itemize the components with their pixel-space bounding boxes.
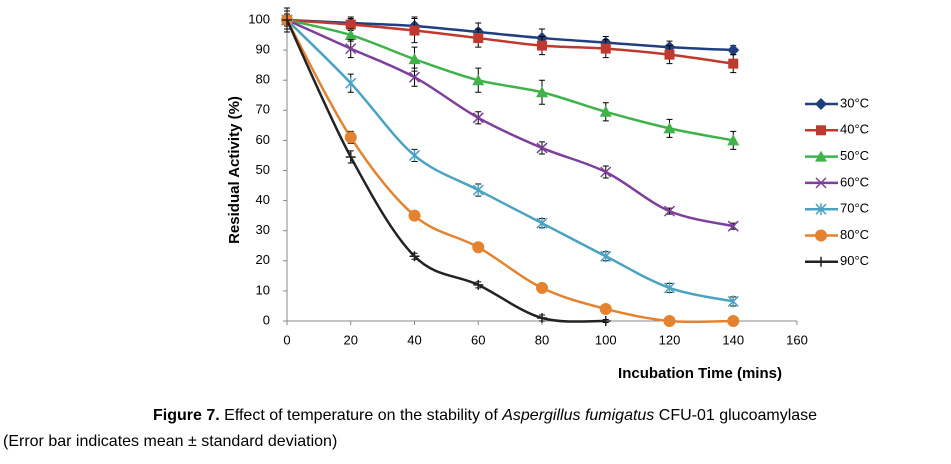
marker [600,43,611,54]
y-tick-label: 60 [256,132,270,147]
marker [408,209,421,222]
x-axis-title: Incubation Time (mins) [618,365,782,382]
y-tick-label: 100 [248,11,270,26]
legend-marker [815,229,827,242]
legend-label: 60°C [840,174,869,189]
y-tick-label: 30 [256,222,270,237]
y-tick-label: 40 [256,192,270,207]
series-line [286,18,734,142]
marker [473,33,484,44]
marker [472,184,484,197]
legend-label: 50°C [840,148,869,163]
marker [408,71,421,83]
series-line [285,19,734,324]
series-line [286,18,734,52]
marker [600,166,612,178]
marker [600,316,611,326]
marker [344,29,357,41]
marker [472,112,484,124]
y-tick-label: 80 [256,72,270,87]
marker [409,25,420,36]
x-tick-label: 120 [659,332,681,347]
caption-label: Figure 7. [153,407,220,424]
y-tick-label: 90 [256,42,270,57]
marker [663,281,676,294]
y-axis-title: Residual Activity (%) [226,96,243,244]
marker [345,151,356,162]
legend-label: 40°C [840,122,869,137]
legend-marker [816,256,826,267]
legend-marker [816,125,826,136]
y-tick-label: 50 [256,162,270,177]
marker [536,142,548,154]
marker [727,134,740,146]
marker [663,315,676,327]
marker [537,40,547,51]
marker [282,15,292,25]
legend-marker [815,203,827,216]
caption-text: CFU-01 glucoamylase [659,407,817,424]
marker [727,295,739,308]
caption-text: Effect of temperature on the stability o… [224,407,498,424]
legend-label: 30°C [840,95,869,110]
x-tick-label: 140 [722,332,744,347]
marker [664,49,675,60]
legend-marker [815,98,827,110]
marker [536,217,548,230]
y-tick-label: 20 [256,252,270,267]
y-tick-label: 70 [256,102,270,117]
marker [408,149,421,162]
legend-marker [815,177,827,189]
legend-label: 70°C [840,201,869,216]
marker [663,122,676,134]
series-line [286,18,734,228]
marker [663,205,676,217]
marker [600,250,612,263]
marker [727,44,740,57]
marker [344,131,357,144]
marker [599,105,612,117]
marker [536,281,548,294]
caption: Figure 7. Effect of temperature on the s… [153,407,817,424]
caption-species: Aspergillus fumigatus [501,407,654,424]
marker [728,58,739,69]
marker [727,315,740,327]
y-tick-label: 10 [256,282,270,297]
x-tick-label: 80 [535,332,549,347]
marker [408,53,421,65]
x-tick-label: 0 [283,332,290,347]
x-tick-label: 20 [344,332,358,347]
marker [727,220,739,232]
marker [472,74,485,86]
x-tick-label: 160 [786,332,808,347]
marker [345,43,357,55]
marker [409,251,420,262]
marker [472,241,485,254]
x-tick-label: 40 [407,332,421,347]
marker [345,19,356,30]
x-tick-label: 60 [471,332,485,347]
marker [537,312,547,323]
legend-marker [815,150,827,162]
legend-label: 80°C [840,227,869,242]
marker [473,279,484,290]
marker [345,77,357,90]
marker [599,302,612,315]
marker [536,86,548,98]
y-tick-label: 0 [263,312,270,327]
caption-note: (Error bar indicates mean ± standard dev… [3,433,337,450]
x-tick-label: 100 [595,332,617,347]
legend-label: 90°C [840,253,869,268]
